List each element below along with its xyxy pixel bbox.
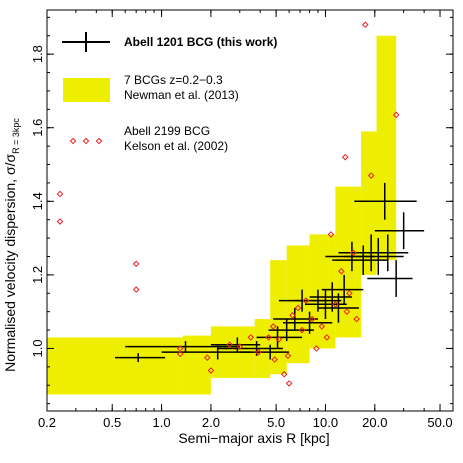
legend-label-newman-2: Newman et al. (2013) bbox=[124, 88, 239, 102]
errorbar-point-2 bbox=[161, 344, 251, 360]
errorbar-point-3 bbox=[210, 337, 261, 353]
kelson-point-16 bbox=[280, 370, 288, 378]
kelson-point-9 bbox=[236, 343, 244, 350]
legend-kelson-marker-1 bbox=[82, 137, 90, 145]
kelson-point-25 bbox=[318, 323, 326, 330]
legend-kelson-marker-0 bbox=[69, 137, 77, 145]
svg-text:Normalised velocity dispersion: Normalised velocity dispersion, σ/σR = 3… bbox=[2, 118, 21, 372]
y-tick-label-0: 1.0 bbox=[30, 339, 45, 357]
errorbar-point-10 bbox=[282, 311, 333, 334]
y-axis-label: Normalised velocity dispersion, σ/σ bbox=[2, 154, 18, 372]
kelson-point-28 bbox=[332, 301, 339, 308]
y-axis-label-group: Normalised velocity dispersion, σ/σR = 3… bbox=[2, 118, 21, 372]
kelson-point-15 bbox=[275, 335, 283, 343]
legend-kelson-marker-2 bbox=[95, 137, 103, 145]
errorbar-point-12 bbox=[304, 289, 347, 320]
kelson-point-32 bbox=[350, 249, 357, 257]
errorbar-point-8 bbox=[273, 307, 318, 331]
legend-label-newman-1: 7 BCGs z=0.2−0.3 bbox=[124, 73, 223, 87]
y-tick-label-group-3: 1.6 bbox=[30, 119, 45, 137]
y-tick-label-1: 1.2 bbox=[30, 266, 45, 284]
band-bin-5 bbox=[286, 245, 310, 364]
kelson-point-22 bbox=[302, 297, 310, 304]
y-axis-label-subscript: R = 3kpc bbox=[11, 118, 21, 154]
kelson-point-23 bbox=[308, 315, 316, 323]
legend: Abell 1201 BCG (this work) 7 BCGs z=0.2−0… bbox=[62, 32, 277, 153]
kelson-point-30 bbox=[343, 308, 351, 315]
legend-label-kelson-2: Kelson et al. (2002) bbox=[124, 139, 228, 153]
x-axis-label: Semi−major axis R [kpc] bbox=[178, 430, 329, 446]
errorbar-point-21 bbox=[354, 182, 417, 220]
x-tick-label-0: 0.2 bbox=[38, 415, 56, 430]
kelson-point-17 bbox=[284, 352, 292, 360]
kelson-point-24 bbox=[313, 345, 320, 352]
axes-layer: 0.2 0.5 1.0 2.0 5.0 10.0 20.0 50.0 1.0 1.2 1.4 1.6 1… bbox=[30, 9, 454, 430]
band-bin-7 bbox=[335, 186, 362, 338]
y-tick-label-2: 1.4 bbox=[30, 192, 45, 210]
band-bin-4 bbox=[270, 260, 287, 375]
kelson-point-18 bbox=[285, 380, 293, 387]
kelson-point-31 bbox=[346, 289, 353, 297]
kelson-point-10 bbox=[247, 334, 255, 341]
x-tick-label-3: 2.0 bbox=[202, 415, 220, 430]
y-tick-label-group-2: 1.4 bbox=[30, 192, 45, 210]
errorbar-point-22 bbox=[367, 260, 413, 297]
kelson-point-27 bbox=[327, 231, 335, 238]
x-tick-label-1: 0.5 bbox=[103, 415, 121, 430]
kelson-point-26 bbox=[323, 334, 331, 341]
legend-label-this-work: Abell 1201 BCG (this work) bbox=[124, 35, 277, 49]
band-bin-8 bbox=[361, 131, 377, 275]
x-tick-label-7: 50.0 bbox=[427, 415, 452, 430]
y-tick-label-group-0: 1.0 bbox=[30, 339, 45, 357]
kelson-point-14 bbox=[271, 356, 278, 363]
kelson-point-0 bbox=[56, 190, 64, 198]
kelson-point-6 bbox=[203, 354, 211, 361]
band-bin-9 bbox=[376, 35, 397, 261]
errorbar-point-1 bbox=[125, 341, 240, 353]
kelson-point-1 bbox=[56, 218, 64, 225]
kelson-point-8 bbox=[226, 341, 233, 349]
errorbar-point-0 bbox=[115, 353, 166, 363]
errorbar-point-23 bbox=[374, 212, 425, 250]
kelson-point-35 bbox=[367, 172, 375, 179]
kelson-point-29 bbox=[338, 267, 345, 275]
errorbar-point-20 bbox=[358, 234, 409, 272]
kelson-point-37 bbox=[392, 111, 400, 119]
kelson-point-11 bbox=[255, 348, 262, 356]
kelson-point-36 bbox=[361, 21, 369, 29]
errorbar-point-14 bbox=[317, 293, 359, 323]
y-tick-label-4: 1.8 bbox=[30, 45, 45, 63]
kelson-point-19 bbox=[289, 312, 296, 319]
legend-band-swatch bbox=[63, 78, 110, 102]
errorbar-point-19 bbox=[344, 238, 404, 275]
kelson-point-12 bbox=[265, 334, 272, 341]
errorbar-point-15 bbox=[321, 274, 364, 305]
legend-label-kelson-1: Abell 2199 BCG bbox=[124, 124, 210, 138]
y-tick-label-3: 1.6 bbox=[30, 119, 45, 137]
kelson-point-20 bbox=[294, 304, 302, 312]
kelson-point-34 bbox=[341, 153, 349, 161]
kelson-point-7 bbox=[207, 367, 215, 374]
y-tick-label-group-1: 1.2 bbox=[30, 266, 45, 284]
x-tick-label-5: 10.0 bbox=[313, 415, 338, 430]
kelson-point-3 bbox=[132, 286, 140, 293]
plot-frame bbox=[46, 9, 454, 412]
errorbar-point-5 bbox=[239, 344, 290, 360]
x-tick-label-4: 5.0 bbox=[267, 415, 285, 430]
kelson-points-layer bbox=[56, 21, 400, 387]
kelson-point-21 bbox=[298, 326, 306, 334]
kelson-point-33 bbox=[353, 315, 360, 323]
y-tick-label-group-4: 1.8 bbox=[30, 45, 45, 63]
kelson-point-13 bbox=[269, 323, 277, 330]
band-bin-1 bbox=[182, 335, 211, 395]
kelson-point-5 bbox=[176, 350, 184, 358]
x-tick-label-6: 20.0 bbox=[362, 415, 387, 430]
kelson-point-2 bbox=[132, 260, 140, 268]
x-tick-label-2: 1.0 bbox=[153, 415, 171, 430]
